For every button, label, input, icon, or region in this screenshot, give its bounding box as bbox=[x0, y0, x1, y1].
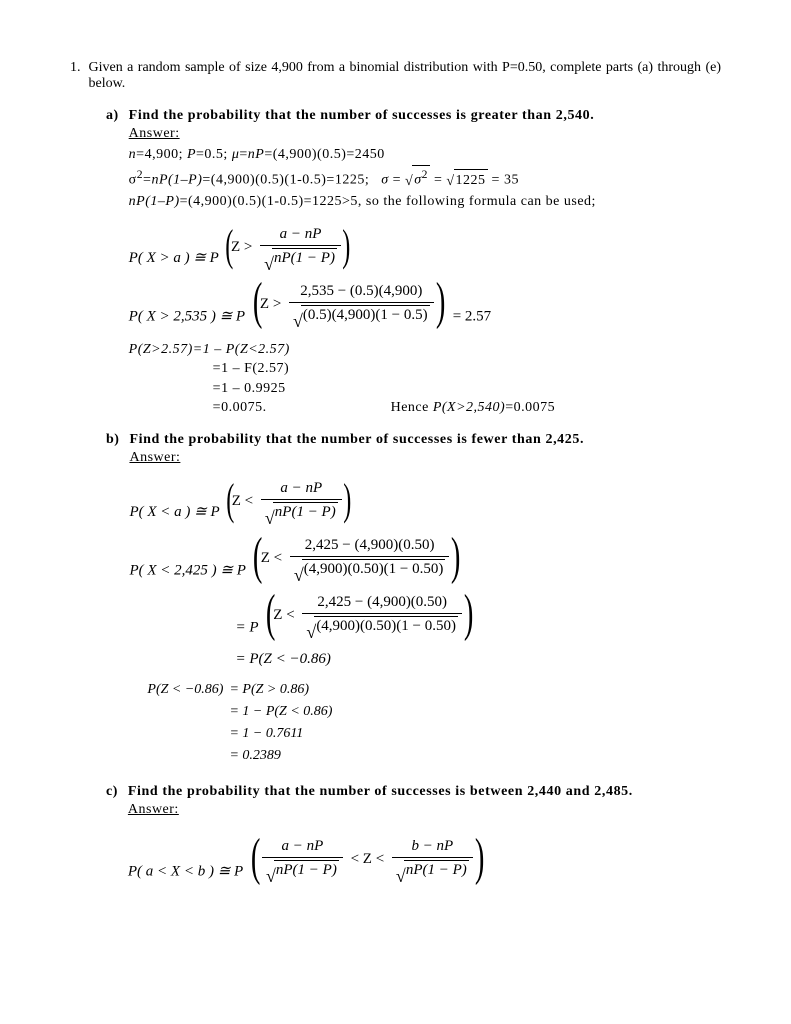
part-b-formula-3: = P ( Z < 2,425 − (4,900)(0.50) √(4,900)… bbox=[235, 594, 721, 637]
part-a-title: Find the probability that the number of … bbox=[129, 108, 721, 124]
frac-den: (0.5)(4,900)(1 − 0.5) bbox=[301, 305, 430, 326]
chain-rhs-2: = 1 − 0.7611 bbox=[229, 726, 303, 742]
part-b-formula-1: P( X < a ) ≅ P ( Z < a − nP √nP(1 − P) ) bbox=[129, 480, 721, 523]
frac-den: nP(1 − P) bbox=[272, 248, 337, 269]
formula-mid: < Z < bbox=[351, 851, 385, 867]
frac-den: (4,900)(0.50)(1 − 0.50) bbox=[314, 616, 458, 637]
part-b-title: Find the probability that the number of … bbox=[129, 432, 721, 448]
frac-den-2: nP(1 − P) bbox=[404, 860, 469, 881]
frac-num-2: b − nP bbox=[392, 838, 473, 858]
part-a-label: a) bbox=[106, 108, 119, 418]
part-a-formula-1: P( X > a ) ≅ P ( Z > a − nP √nP(1 − P) ) bbox=[129, 226, 721, 269]
part-b: b) Find the probability that the number … bbox=[106, 432, 721, 770]
formula-z: Z > bbox=[231, 239, 252, 255]
formula-result: = 2.57 bbox=[453, 308, 491, 324]
calc-line-2: =1 – F(2.57) bbox=[213, 359, 721, 379]
part-b-formula-2: P( X < 2,425 ) ≅ P ( Z < 2,425 − (4,900)… bbox=[129, 537, 721, 580]
frac-num: a − nP bbox=[261, 480, 342, 500]
question-text: Given a random sample of size 4,900 from… bbox=[89, 60, 722, 92]
part-b-chain: P(Z < −0.86) = P(Z > 0.86) = 1 − P(Z < 0… bbox=[129, 682, 721, 764]
part-a-param-2: σ2=nP(1–P)=(4,900)(0.5)(1-0.5)=1225; σ =… bbox=[129, 165, 721, 191]
frac-num-1: a − nP bbox=[262, 838, 343, 858]
question-number: 1. bbox=[70, 60, 81, 92]
chain-rhs-0: = P(Z > 0.86) bbox=[229, 682, 309, 698]
part-a-hence: Hence P(X>2,540)=0.0075 bbox=[391, 398, 556, 418]
part-b-label: b) bbox=[106, 432, 119, 770]
part-a-formula-2: P( X > 2,535 ) ≅ P ( Z > 2,535 − (0.5)(4… bbox=[129, 283, 721, 326]
formula-z: Z < bbox=[261, 550, 282, 566]
part-a-answer-label: Answer: bbox=[129, 126, 180, 142]
formula-lhs: P( X < 2,425 ) ≅ P bbox=[129, 563, 245, 579]
question-1: 1. Given a random sample of size 4,900 f… bbox=[70, 60, 721, 92]
part-c-label: c) bbox=[106, 784, 118, 895]
part-b-formula-4: = P(Z < −0.86) bbox=[235, 651, 721, 668]
frac-den: nP(1 − P) bbox=[273, 502, 338, 523]
formula-z: Z < bbox=[273, 607, 294, 623]
formula-lhs: = P bbox=[235, 620, 258, 636]
frac-den-1: nP(1 − P) bbox=[274, 860, 339, 881]
chain-rhs-1: = 1 − P(Z < 0.86) bbox=[229, 704, 332, 720]
formula-z: Z > bbox=[260, 296, 281, 312]
formula-lhs: P( X > 2,535 ) ≅ P bbox=[129, 308, 245, 324]
frac-num: 2,425 − (4,900)(0.50) bbox=[302, 594, 462, 614]
frac-num: a − nP bbox=[260, 226, 341, 246]
frac-den: (4,900)(0.50)(1 − 0.50) bbox=[302, 559, 446, 580]
part-a-param-3: nP(1–P)=(4,900)(0.5)(1-0.5)=1225>5, so t… bbox=[129, 191, 721, 212]
part-a-param-1: n=4,900; P=0.5; μ=nP=(4,900)(0.5)=2450 bbox=[129, 144, 721, 165]
calc-line-1: P(Z>2.57)=1 – P(Z<2.57) bbox=[129, 340, 721, 360]
part-c-title: Find the probability that the number of … bbox=[128, 784, 721, 800]
calc-line-4: =0.0075. bbox=[213, 398, 267, 418]
frac-num: 2,425 − (4,900)(0.50) bbox=[290, 537, 450, 557]
part-c-answer-label: Answer: bbox=[128, 802, 179, 818]
part-c: c) Find the probability that the number … bbox=[106, 784, 721, 895]
chain-lhs-0: P(Z < −0.86) bbox=[129, 682, 229, 698]
part-c-formula: P( a < X < b ) ≅ P ( a − nP √nP(1 − P) <… bbox=[128, 838, 721, 881]
frac-num: 2,535 − (0.5)(4,900) bbox=[289, 283, 434, 303]
formula-lhs: P( X > a ) ≅ P bbox=[129, 250, 219, 266]
formula-lhs: P( a < X < b ) ≅ P bbox=[128, 864, 243, 880]
chain-rhs-3: = 0.2389 bbox=[229, 748, 280, 764]
part-a: a) Find the probability that the number … bbox=[106, 108, 721, 418]
calc-line-3: =1 – 0.9925 bbox=[213, 379, 721, 399]
part-b-answer-label: Answer: bbox=[129, 450, 180, 466]
formula-z: Z < bbox=[232, 493, 253, 509]
formula-lhs: P( X < a ) ≅ P bbox=[129, 504, 219, 520]
